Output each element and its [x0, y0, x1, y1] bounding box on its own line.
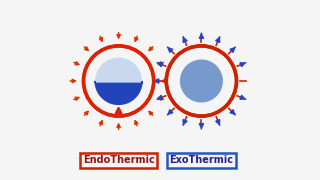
Polygon shape [95, 81, 142, 104]
Text: ExoThermic: ExoThermic [169, 155, 233, 165]
Circle shape [180, 59, 223, 103]
Circle shape [84, 47, 153, 115]
Text: EndoThermic: EndoThermic [83, 155, 155, 165]
Circle shape [95, 58, 142, 104]
Circle shape [167, 47, 236, 115]
